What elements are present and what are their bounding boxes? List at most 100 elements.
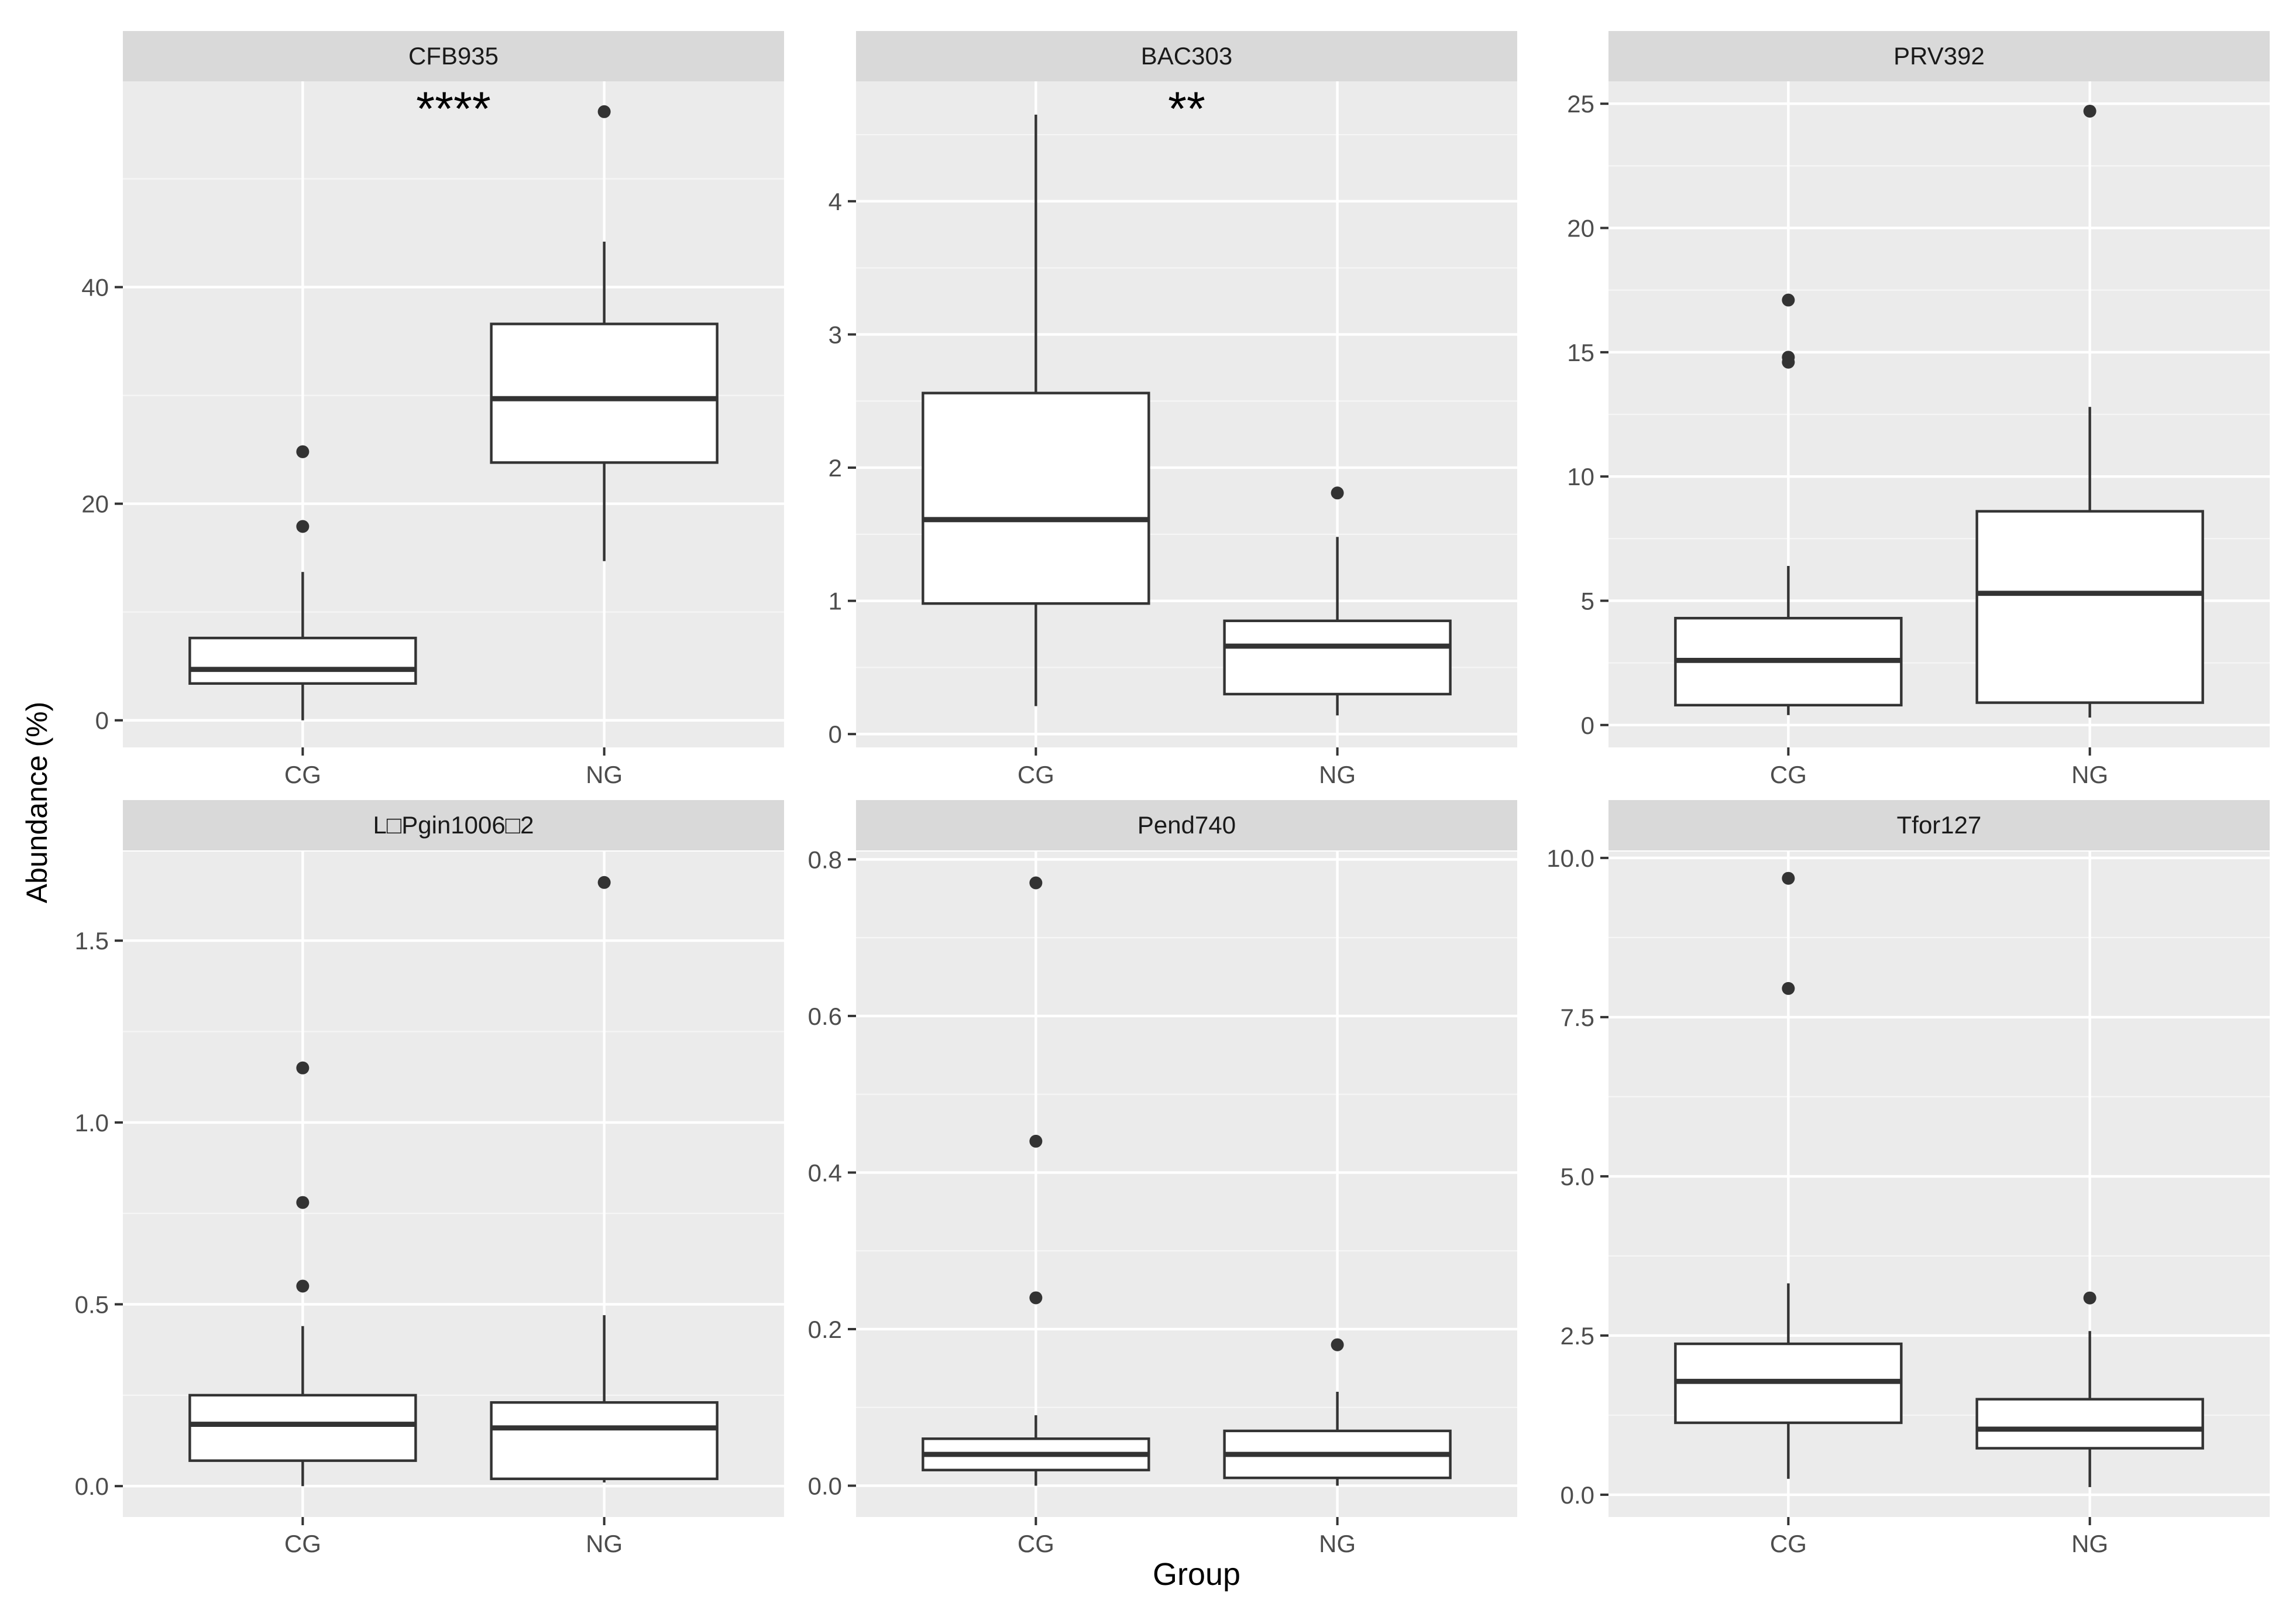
outlier-point [2083, 104, 2096, 118]
y-tick-label: 10.0 [1546, 845, 1594, 872]
outlier-point [2083, 1291, 2096, 1305]
facet-title: Pend740 [1137, 811, 1236, 839]
y-tick-label: 4 [829, 188, 842, 215]
outlier-point [597, 876, 611, 889]
y-tick-label: 0.5 [75, 1291, 109, 1319]
y-tick-label: 0.0 [808, 1472, 842, 1499]
x-tick-label: NG [1319, 761, 1356, 788]
y-tick-label: 10 [1567, 463, 1594, 490]
box-body [490, 322, 719, 464]
box-body [1975, 510, 2204, 704]
x-tick-label: CG [284, 761, 321, 788]
facet-panel: 0.0 0.2 0.4 0.6 0.8 CG NG Pend740 [808, 800, 1517, 1557]
facet-panel: 0.0 2.5 5.0 7.5 10.0 CG NG Tfor127 [1546, 800, 2270, 1557]
outlier-point [1331, 1338, 1344, 1351]
y-tick-label: 1.0 [75, 1109, 109, 1137]
facet-strip [123, 31, 784, 81]
outlier-point [296, 1279, 310, 1293]
facet-title: L□Pgin1006□2 [373, 811, 534, 839]
y-tick-label: 2 [829, 454, 842, 482]
x-tick-label: NG [2071, 761, 2108, 788]
x-tick-label: NG [586, 1530, 623, 1557]
x-tick-label: CG [1018, 761, 1054, 788]
y-tick-label: 20 [1567, 215, 1594, 242]
facet-strip [1608, 800, 2270, 850]
y-tick-label: 0.2 [808, 1316, 842, 1343]
y-tick-label: 0 [95, 707, 109, 735]
box-body [922, 392, 1150, 605]
outlier-point [1331, 486, 1344, 500]
y-tick-label: 1 [829, 588, 842, 615]
facet-title: Tfor127 [1897, 811, 1982, 839]
outlier-point [296, 1061, 310, 1075]
y-tick-label: 0 [1581, 712, 1594, 739]
y-tick-label: 5.0 [1561, 1163, 1594, 1190]
box-ng [490, 105, 719, 561]
box-cg [922, 114, 1150, 706]
x-tick-label: NG [1319, 1530, 1356, 1557]
facet-strip [1608, 31, 2270, 81]
box-cg [188, 1061, 417, 1487]
box-body [1223, 619, 1452, 696]
y-tick-label: 1.5 [75, 927, 109, 955]
y-tick-label: 2.5 [1561, 1322, 1594, 1350]
box-body [490, 1401, 719, 1480]
significance-label: **** [416, 83, 491, 136]
outlier-point [296, 520, 310, 533]
x-axis-label: Group [1153, 1557, 1240, 1592]
y-tick-label: 0.8 [808, 846, 842, 873]
y-tick-label: 3 [829, 321, 842, 348]
box-cg [1674, 293, 1903, 715]
y-tick-label: 40 [81, 274, 109, 301]
facet-strip [856, 800, 1517, 850]
y-tick-label: 0.6 [808, 1003, 842, 1030]
y-axis-label: Abundance (%) [20, 702, 53, 904]
box-cg [922, 876, 1150, 1486]
facet-panel: 0 20 40 CG NG CFB935 **** [81, 31, 784, 788]
outlier-point [296, 445, 310, 458]
outlier-point [1782, 351, 1795, 364]
outlier-point [1782, 981, 1795, 995]
outlier-point [1782, 871, 1795, 885]
y-tick-label: 15 [1567, 339, 1594, 366]
box-ng [1975, 104, 2204, 718]
box-cg [188, 445, 417, 720]
facet-panel: 0 1 2 3 4 CG NG BAC303 ** [829, 31, 1517, 788]
outlier-point [597, 105, 611, 118]
outlier-point [1029, 1291, 1043, 1305]
significance-label: ** [1168, 83, 1205, 136]
facet-panels: 0 20 40 CG NG CFB935 **** 0 1 2 3 4 CG NG BAC303 ** 0 5 10… [75, 31, 2270, 1557]
facet-panel: 0 5 10 15 20 25 CG NG PRV392 [1567, 31, 2270, 788]
box-body [1975, 1398, 2204, 1450]
y-tick-label: 7.5 [1561, 1004, 1594, 1031]
outlier-point [1782, 293, 1795, 307]
panel-background [856, 852, 1517, 1517]
y-tick-label: 0 [829, 720, 842, 748]
x-tick-label: NG [2071, 1530, 2108, 1557]
facet-panel: 0.0 0.5 1.0 1.5 CG NG L□Pgin1006□2 [75, 800, 784, 1557]
facet-title: PRV392 [1893, 42, 1985, 70]
box-body [188, 1394, 417, 1462]
x-tick-label: CG [1018, 1530, 1054, 1557]
y-tick-label: 0.0 [1561, 1481, 1594, 1509]
y-tick-label: 25 [1567, 90, 1594, 118]
facet-title: BAC303 [1141, 42, 1232, 70]
outlier-point [1029, 1134, 1043, 1148]
box-ng [1223, 1338, 1452, 1486]
x-tick-label: CG [284, 1530, 321, 1557]
y-tick-label: 20 [81, 490, 109, 518]
box-ng [1975, 1291, 2204, 1487]
outlier-point [1029, 876, 1043, 890]
box-ng [490, 876, 719, 1482]
y-tick-label: 0.4 [808, 1159, 842, 1186]
box-body [188, 636, 417, 685]
x-tick-label: CG [1770, 761, 1807, 788]
x-tick-label: NG [586, 761, 623, 788]
y-tick-label: 5 [1581, 587, 1594, 615]
box-cg [1674, 871, 1903, 1479]
outlier-point [296, 1196, 310, 1209]
box-ng [1223, 486, 1452, 716]
x-tick-label: CG [1770, 1530, 1807, 1557]
facet-strip [856, 31, 1517, 81]
